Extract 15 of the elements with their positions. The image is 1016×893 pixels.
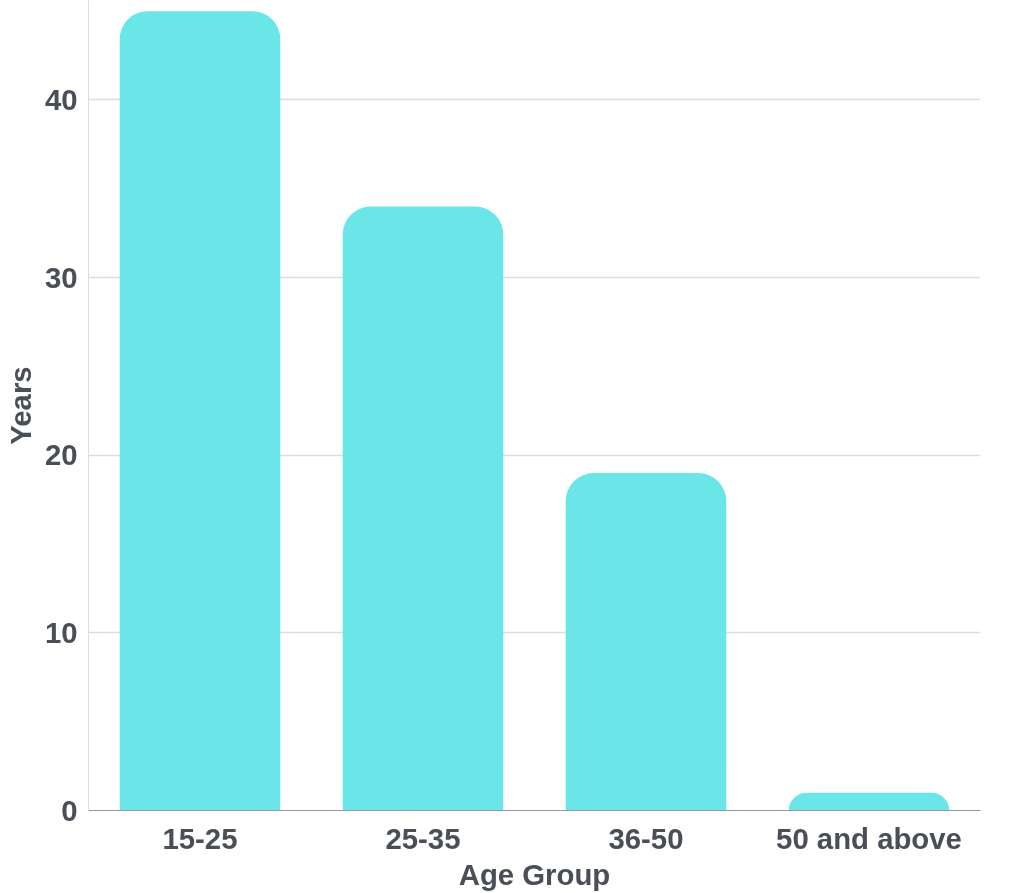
x-tick-label: 36-50: [608, 821, 684, 855]
y-tick-label: 0: [61, 793, 78, 827]
bar: [565, 473, 727, 811]
x-tick-label: 25-35: [385, 821, 461, 855]
y-tick-label: 20: [44, 438, 78, 472]
bar: [119, 11, 281, 811]
y-tick-label: 40: [44, 82, 78, 116]
x-tick-label: 15-25: [162, 821, 238, 855]
x-axis-title: Age Group: [458, 857, 611, 891]
y-tick-label: 10: [44, 615, 78, 649]
y-tick-label: 30: [44, 260, 78, 294]
bar: [342, 206, 504, 811]
bar: [788, 792, 950, 811]
x-tick-label: 50 and above: [776, 821, 962, 855]
y-axis-title: Years: [3, 366, 37, 445]
